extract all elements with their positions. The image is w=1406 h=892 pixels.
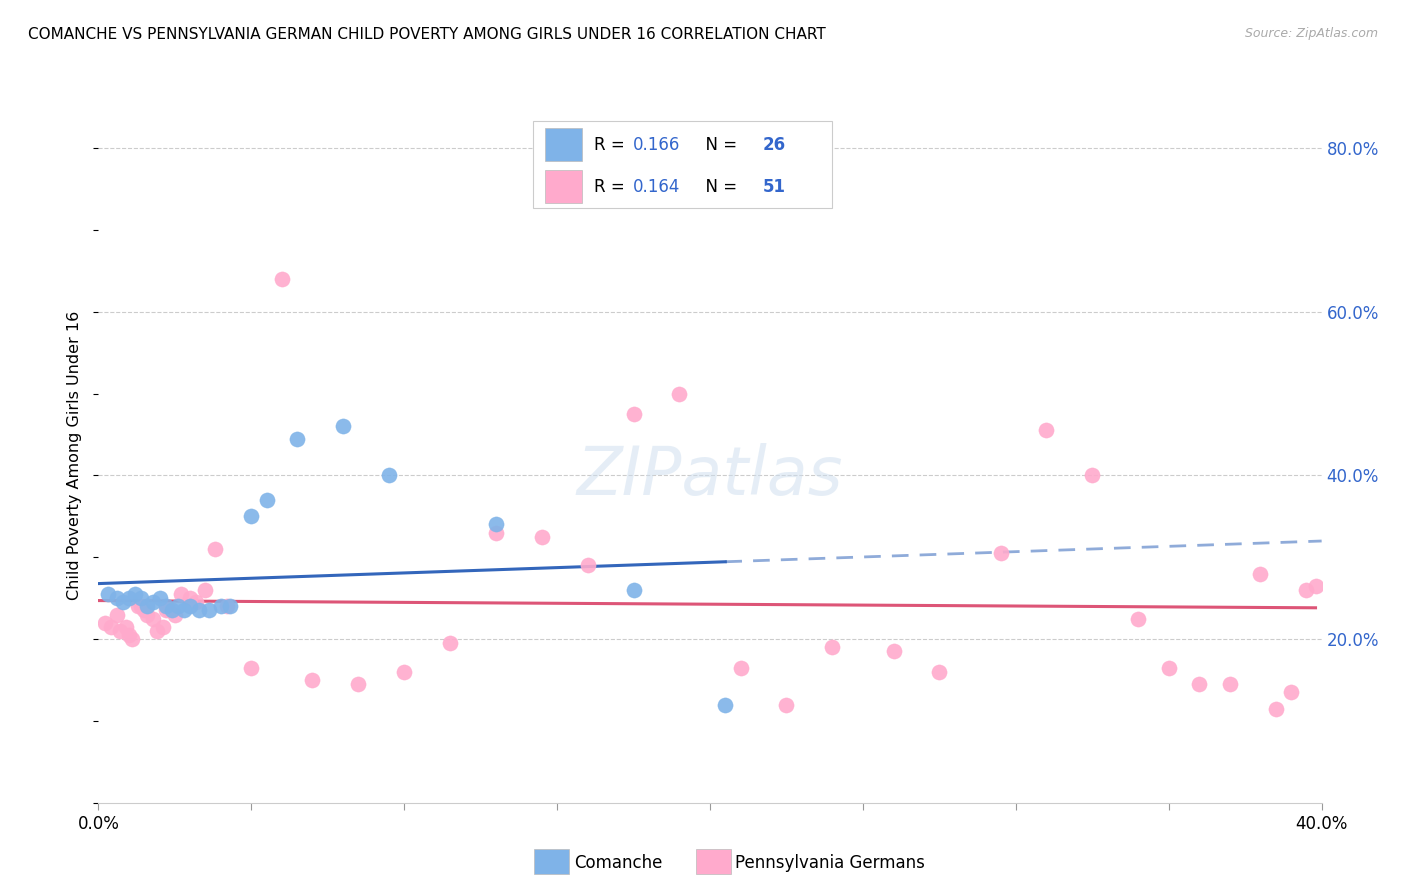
Point (115, 620, 138, 634)
Point (105, 591, 128, 606)
Point (155, 603, 177, 617)
Point (149, 591, 172, 606)
Text: Pennsylvania Germans: Pennsylvania Germans (735, 854, 925, 871)
Bar (696, 849, 731, 874)
Point (1264, 701, 1286, 715)
Point (1081, 468, 1104, 483)
Point (152, 620, 174, 634)
Point (170, 587, 193, 601)
Point (136, 599, 159, 614)
Point (173, 603, 195, 617)
Point (134, 603, 156, 617)
Point (121, 632, 143, 646)
Point (530, 530, 553, 544)
Point (1249, 566, 1271, 581)
Text: Comanche: Comanche (574, 854, 662, 871)
Point (240, 661, 263, 675)
Point (129, 599, 152, 614)
Point (240, 509, 263, 524)
Point (127, 599, 149, 614)
FancyBboxPatch shape (533, 121, 832, 208)
Point (1157, 661, 1180, 675)
Text: 0.166: 0.166 (633, 136, 681, 154)
Bar (534, 849, 569, 874)
Point (485, 525, 508, 540)
Bar (546, 170, 582, 202)
Point (285, 432, 308, 446)
Point (118, 591, 141, 606)
Point (990, 546, 1012, 560)
Point (145, 624, 167, 638)
Point (1188, 677, 1211, 691)
Point (142, 595, 165, 609)
Text: R =: R = (593, 178, 630, 196)
Point (347, 677, 370, 691)
Point (623, 582, 645, 597)
Point (378, 468, 401, 483)
Point (167, 599, 190, 614)
Point (188, 603, 211, 617)
Point (623, 407, 645, 421)
Point (118, 628, 141, 642)
Point (129, 591, 152, 606)
Point (576, 558, 599, 573)
Point (270, 272, 292, 286)
Point (108, 624, 131, 638)
Point (93, 615, 115, 630)
Text: N =: N = (696, 136, 742, 154)
Point (1035, 423, 1057, 437)
Point (179, 599, 201, 614)
Point (111, 595, 134, 609)
Point (136, 607, 159, 622)
Y-axis label: Child Poverty Among Girls Under 16: Child Poverty Among Girls Under 16 (67, 310, 83, 599)
Point (97, 587, 120, 601)
Point (1128, 612, 1150, 626)
Text: 0.164: 0.164 (633, 178, 681, 196)
Point (215, 599, 238, 614)
Point (714, 698, 737, 712)
Point (219, 599, 242, 614)
Text: COMANCHE VS PENNSYLVANIA GERMAN CHILD POVERTY AMONG GIRLS UNDER 16 CORRELATION C: COMANCHE VS PENNSYLVANIA GERMAN CHILD PO… (28, 27, 825, 42)
Point (1295, 582, 1317, 597)
Point (775, 698, 797, 712)
Point (821, 640, 844, 655)
Point (485, 517, 508, 532)
Point (1279, 685, 1302, 699)
Text: 26: 26 (762, 136, 786, 154)
Point (105, 607, 128, 622)
Point (392, 665, 416, 679)
Point (142, 612, 165, 626)
Point (332, 419, 354, 434)
Text: N =: N = (696, 178, 742, 196)
Bar (546, 128, 582, 161)
Point (194, 582, 217, 597)
Point (160, 603, 183, 617)
Text: Source: ZipAtlas.com: Source: ZipAtlas.com (1244, 27, 1378, 40)
Point (204, 542, 226, 557)
Point (155, 599, 177, 614)
Point (928, 665, 950, 679)
Point (163, 607, 186, 622)
Point (100, 620, 122, 634)
Point (197, 603, 219, 617)
Point (256, 492, 278, 507)
Point (883, 644, 905, 658)
Point (730, 661, 752, 675)
Point (668, 386, 690, 401)
Text: R =: R = (593, 136, 630, 154)
Point (157, 603, 180, 617)
Point (179, 591, 201, 606)
Point (439, 636, 461, 650)
Point (301, 673, 323, 687)
Text: ZIPatlas: ZIPatlas (576, 442, 844, 508)
Point (1305, 579, 1327, 593)
Text: 51: 51 (762, 178, 786, 196)
Point (124, 587, 146, 601)
Point (1219, 677, 1241, 691)
Point (186, 595, 208, 609)
Point (209, 599, 232, 614)
